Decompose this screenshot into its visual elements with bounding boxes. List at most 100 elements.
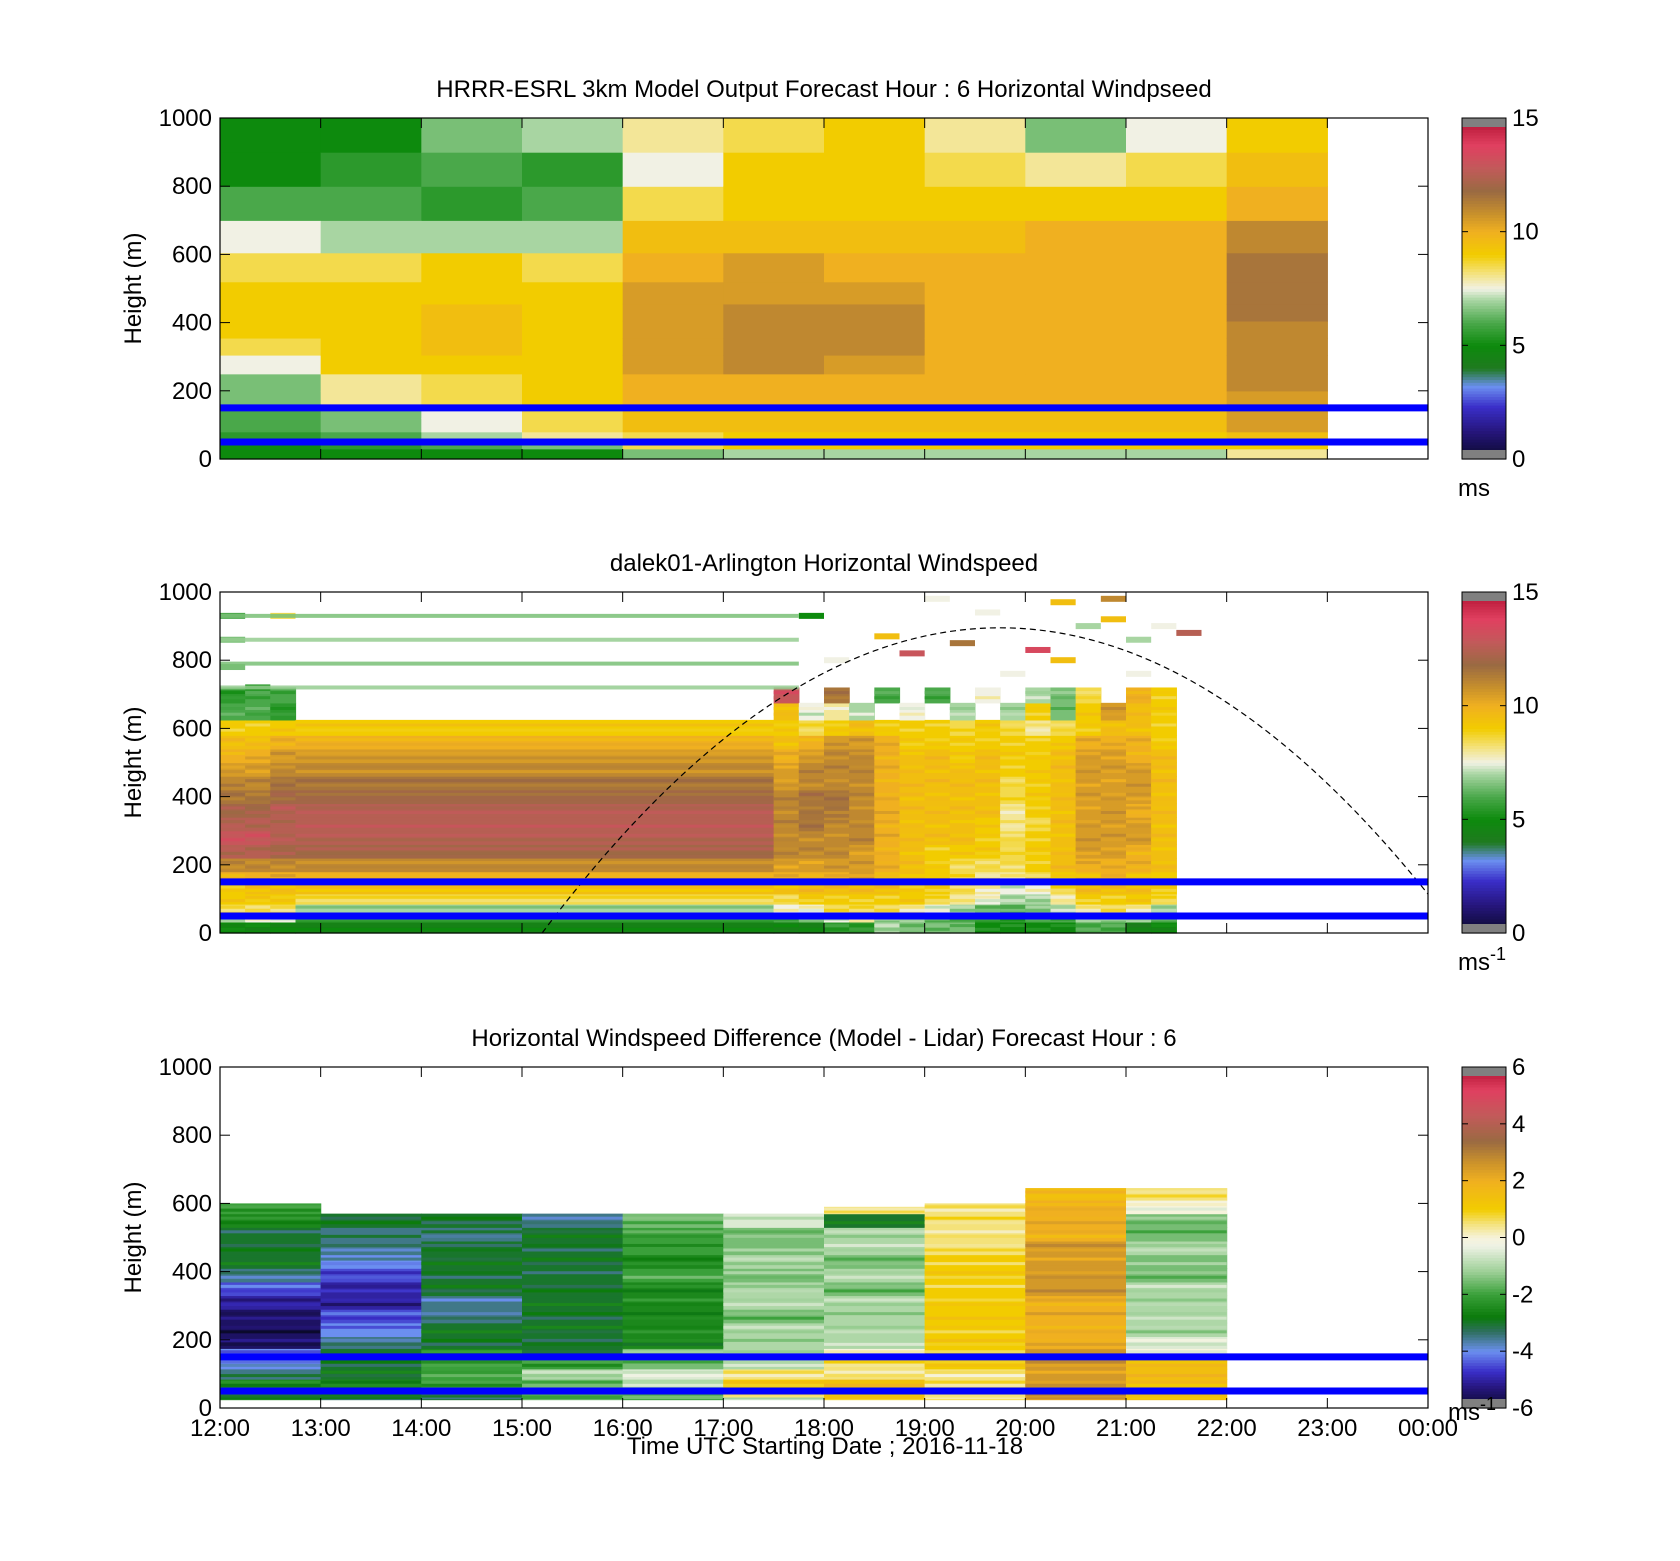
- heatmap-cell: [1126, 1322, 1228, 1337]
- heatmap-cell: [220, 687, 246, 704]
- heatmap-band: [220, 712, 246, 716]
- colorbar-segment: [1462, 294, 1506, 298]
- heatmap-band: [245, 770, 271, 774]
- heatmap-band: [522, 1330, 623, 1334]
- heatmap-cell: [723, 303, 825, 322]
- heatmap-band: [320, 1370, 422, 1374]
- heatmap-cell: [899, 748, 926, 764]
- heatmap-band: [773, 861, 799, 865]
- heatmap-band: [975, 865, 1001, 869]
- x-tick-label: 14:00: [391, 1415, 451, 1442]
- colorbar-segment: [1462, 904, 1506, 909]
- heatmap-band: [899, 865, 925, 869]
- heatmap-cell: [1025, 1322, 1127, 1337]
- heatmap-band: [295, 770, 774, 774]
- heatmap-cell: [924, 355, 1026, 375]
- heatmap-band: [924, 1370, 1026, 1374]
- colorbar-segment: [1462, 152, 1506, 156]
- heatmap-cell: [1126, 441, 1228, 450]
- heatmap-cell: [1025, 789, 1052, 805]
- heatmap-band: [622, 1316, 724, 1320]
- heatmap-cell: [421, 441, 523, 450]
- heatmap-cell: [824, 1295, 926, 1310]
- colorbar-segment: [1462, 1174, 1506, 1179]
- heatmap-cell: [1126, 1281, 1228, 1297]
- colorbar-segment: [1462, 748, 1506, 752]
- heatmap-cell: [773, 776, 800, 791]
- colorbar-segment: [1462, 333, 1506, 338]
- heatmap-band: [849, 885, 875, 889]
- colorbar-segment: [1462, 1388, 1506, 1392]
- heatmap-cell: [899, 817, 926, 832]
- heatmap-band: [622, 1248, 724, 1252]
- heatmap-cell: [723, 337, 825, 356]
- heatmap-cell: [824, 431, 926, 443]
- heatmap-cell: [1126, 748, 1152, 764]
- heatmap-band: [245, 806, 271, 810]
- heatmap-band: [824, 1312, 925, 1316]
- heatmap-band: [270, 765, 296, 769]
- heatmap-band: [924, 838, 950, 842]
- colorbar-segment: [1462, 237, 1506, 241]
- heatmap-band: [1151, 865, 1177, 869]
- heatmap-band: [949, 806, 975, 810]
- colorbar-segment: [1462, 373, 1506, 378]
- heatmap-cell: [824, 1322, 926, 1337]
- heatmap-band: [899, 924, 925, 928]
- heatmap-band: [723, 1350, 824, 1354]
- colorbar-segment: [1462, 799, 1506, 803]
- colorbar-segment: [1462, 847, 1506, 852]
- heatmap-cell: [421, 281, 523, 305]
- heatmap-band: [899, 908, 925, 912]
- heatmap-cell: [1050, 719, 1077, 736]
- heatmap-band: [1151, 924, 1177, 928]
- heatmap-band: [1025, 756, 1051, 760]
- x-tick-label: 22:00: [1197, 1415, 1257, 1442]
- colorbar-segment: [1462, 362, 1506, 366]
- heatmap-band: [849, 728, 875, 732]
- heatmap-band: [220, 874, 246, 878]
- sparse-data-point: [899, 650, 925, 657]
- heatmap-band: [975, 820, 1001, 824]
- heatmap-cell: [1075, 735, 1102, 750]
- heatmap-band: [975, 899, 1001, 903]
- colorbar-segment: [1462, 665, 1506, 670]
- colorbar-segment: [1462, 1163, 1506, 1168]
- heatmap-cell: [1025, 1254, 1127, 1269]
- heatmap-band: [320, 1374, 422, 1378]
- heatmap-band: [824, 723, 850, 727]
- heatmap-band: [1050, 707, 1076, 711]
- heatmap-band: [220, 1208, 321, 1212]
- heatmap-band: [924, 797, 950, 801]
- heatmap-band: [320, 1284, 422, 1288]
- heatmap-band: [874, 895, 900, 899]
- colorbar-segment: [1462, 427, 1506, 432]
- heatmap-band: [245, 712, 271, 716]
- colorbar-segment: [1462, 356, 1506, 361]
- heatmap-cell: [421, 152, 523, 187]
- heatmap-band: [1050, 806, 1076, 810]
- heatmap-cell: [1151, 803, 1177, 818]
- heatmap-band: [421, 1360, 522, 1364]
- heatmap-band: [1126, 1248, 1227, 1252]
- heatmap-band: [1151, 797, 1177, 801]
- heatmap-band: [1126, 712, 1152, 716]
- colorbar-segment: [1462, 1228, 1506, 1233]
- colorbar-segment: [1462, 773, 1506, 778]
- heatmap-band: [874, 851, 900, 855]
- heatmap-cell: [320, 1295, 422, 1310]
- heatmap-cell: [1075, 830, 1102, 845]
- heatmap-cell: [522, 431, 624, 443]
- heatmap-cell: [824, 817, 850, 832]
- heatmap-cell: [220, 355, 322, 375]
- colorbar-segment: [1462, 234, 1506, 238]
- heatmap-band: [874, 770, 900, 774]
- heatmap-cell: [899, 921, 926, 934]
- y-axis-label: Height (m): [120, 1181, 147, 1293]
- heatmap-band: [622, 1380, 724, 1384]
- heatmap-cell: [1025, 803, 1052, 818]
- heatmap-cell: [824, 762, 850, 777]
- sparse-data-point: [874, 633, 900, 640]
- heatmap-band: [270, 899, 296, 903]
- heatmap-band: [773, 770, 799, 774]
